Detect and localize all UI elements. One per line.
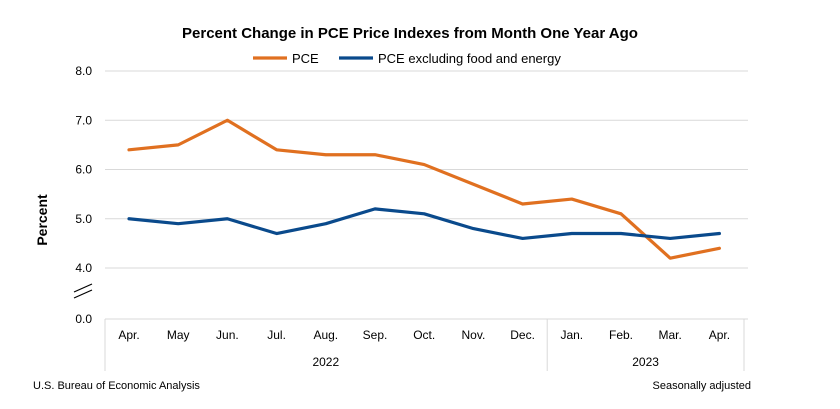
legend-label: PCE excluding food and energy xyxy=(378,51,561,66)
y-tick-label: 6.0 xyxy=(75,163,92,177)
x-tick-label: Jun. xyxy=(216,328,239,342)
x-tick-label: Apr. xyxy=(709,328,730,342)
x-tick-label: Nov. xyxy=(462,328,486,342)
y-axis-label: Percent xyxy=(34,194,50,246)
year-label: 2023 xyxy=(632,355,659,369)
x-tick-label: Apr. xyxy=(118,328,139,342)
y-tick-label: 8.0 xyxy=(75,64,92,78)
x-tick-label: Jul. xyxy=(267,328,286,342)
x-tick-label: Sep. xyxy=(363,328,388,342)
gridlines xyxy=(105,70,748,269)
x-tick-label: Aug. xyxy=(313,328,338,342)
x-tick-label: Oct. xyxy=(413,328,435,342)
y-tick-label: 0.0 xyxy=(75,312,92,326)
x-axis: Apr. May Jun. Jul. Aug. Sep. Oct. Nov. Dec. Jan. F… xyxy=(104,318,748,371)
legend-label: PCE xyxy=(292,51,319,66)
x-tick-label: Dec. xyxy=(510,328,535,342)
x-tick-label: Feb. xyxy=(609,328,633,342)
y-axis-ticks: 8.0 7.0 6.0 5.0 4.0 0.0 xyxy=(75,64,92,326)
source-note: U.S. Bureau of Economic Analysis xyxy=(33,380,200,392)
axis-break-line xyxy=(73,289,93,299)
legend: PCE PCE excluding food and energy xyxy=(253,51,561,66)
series-lines xyxy=(127,118,722,260)
x-tick-label: Mar. xyxy=(659,328,682,342)
year-label: 2022 xyxy=(312,355,339,369)
y-tick-label: 4.0 xyxy=(75,261,92,275)
chart-title: Percent Change in PCE Price Indexes from… xyxy=(182,25,638,42)
axis-break-line xyxy=(73,283,93,293)
y-tick-label: 7.0 xyxy=(75,113,92,127)
x-tick-label: Jan. xyxy=(560,328,583,342)
series-line xyxy=(127,118,722,260)
axis-break-marker xyxy=(73,283,93,299)
y-tick-label: 5.0 xyxy=(75,212,92,226)
series-line xyxy=(127,207,722,241)
seasonal-note: Seasonally adjusted xyxy=(653,380,751,392)
x-tick-label: May xyxy=(167,328,190,342)
